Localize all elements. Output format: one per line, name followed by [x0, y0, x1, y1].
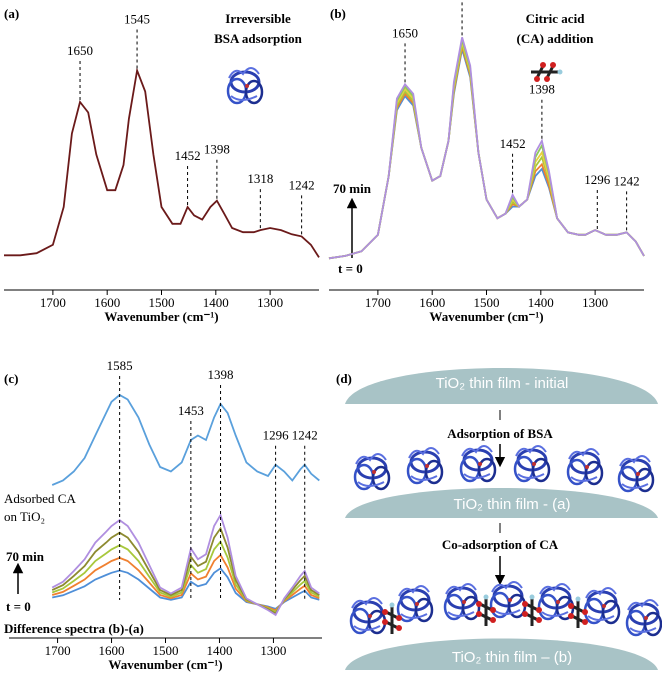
chart-title: BSA adsorption — [214, 31, 303, 46]
x-tick-label: 1400 — [528, 295, 554, 310]
peak-label: 1296 — [584, 172, 611, 187]
film-initial — [345, 368, 658, 404]
x-tick-label: 1500 — [474, 295, 500, 310]
peak-label: 1242 — [292, 428, 318, 443]
film-a — [345, 488, 658, 518]
arrow-label: t = 0 — [338, 261, 363, 276]
spectrum — [328, 39, 645, 260]
x-tick-label: 1500 — [153, 643, 179, 658]
panel-label: (c) — [4, 371, 18, 386]
protein — [353, 452, 391, 491]
arrow-label: 70 min — [6, 549, 45, 564]
spectrum — [328, 48, 645, 260]
protein — [566, 447, 604, 486]
side-label: Adsorbed CA — [4, 491, 76, 506]
panel-label: (b) — [330, 6, 346, 21]
x-axis-label: Wavenumber (cm⁻¹) — [108, 657, 222, 672]
x-tick-label: 1600 — [419, 295, 445, 310]
film-b — [345, 638, 658, 670]
peak-label: 1296 — [263, 428, 290, 443]
peak-label: 1398 — [208, 367, 234, 382]
spectrum — [51, 512, 320, 617]
x-axis-label: Wavenumber (cm⁻¹) — [104, 309, 218, 324]
x-tick-label: 1400 — [203, 295, 229, 310]
peak-label: 1650 — [392, 25, 418, 40]
spectrum — [328, 46, 645, 260]
chart-title: Citric acid — [526, 11, 586, 26]
caption: Difference spectra (b)-(a) — [4, 621, 144, 636]
arrow-label: t = 0 — [6, 599, 31, 614]
x-tick-label: 1300 — [260, 643, 286, 658]
protein — [443, 582, 481, 621]
peak-label: 1452 — [500, 136, 526, 151]
x-axis-label: Wavenumber (cm⁻¹) — [429, 309, 543, 324]
x-tick-label: 1700 — [40, 295, 66, 310]
peak-label: 1398 — [204, 142, 230, 157]
x-tick-label: 1700 — [45, 643, 71, 658]
x-tick-label: 1600 — [94, 295, 120, 310]
side-label: on TiO₂ — [4, 509, 45, 524]
peak-label: 1242 — [289, 177, 315, 192]
protein — [537, 582, 575, 621]
x-tick-label: 1500 — [149, 295, 175, 310]
x-tick-label: 1400 — [206, 643, 232, 658]
peak-label: 1585 — [107, 358, 133, 373]
protein — [406, 446, 444, 485]
spectrum — [51, 393, 320, 486]
protein — [625, 598, 662, 637]
peak-label: 1398 — [529, 82, 555, 97]
x-tick-label: 1600 — [99, 643, 125, 658]
protein — [489, 580, 527, 619]
chart-title: (CA) addition — [517, 31, 595, 46]
protein — [396, 584, 434, 623]
panel-label: (a) — [4, 6, 19, 21]
spectrum — [4, 67, 320, 258]
film-label: TiO₂ thin film - initial — [436, 375, 569, 392]
peak-label: 1545 — [124, 11, 150, 26]
protein — [513, 444, 551, 483]
spectrum — [328, 37, 645, 260]
peak-label: 1650 — [67, 43, 93, 58]
spectrum — [328, 41, 645, 260]
ca-icon — [529, 60, 564, 84]
peak-label: 1453 — [178, 403, 204, 418]
film-label: TiO₂ thin film – (b) — [452, 649, 572, 666]
step-label: Co-adsorption of CA — [442, 537, 559, 552]
film-label: TiO₂ thin film - (a) — [454, 496, 571, 513]
step-label: Adsorption of BSA — [447, 426, 553, 441]
peak-label: 1452 — [175, 148, 201, 163]
protein — [459, 444, 497, 483]
arrow-label: 70 min — [333, 181, 372, 196]
chart-title: Irreversible — [225, 11, 291, 26]
x-tick-label: 1300 — [257, 295, 283, 310]
spectrum — [328, 44, 645, 260]
protein-icon — [226, 66, 264, 105]
protein — [349, 596, 387, 635]
protein — [583, 586, 621, 625]
peak-label: 1242 — [614, 173, 640, 188]
protein — [617, 454, 655, 493]
peak-label: 1318 — [247, 171, 273, 186]
panel-label: (d) — [336, 371, 352, 386]
x-tick-label: 1300 — [582, 295, 608, 310]
x-tick-label: 1700 — [365, 295, 391, 310]
